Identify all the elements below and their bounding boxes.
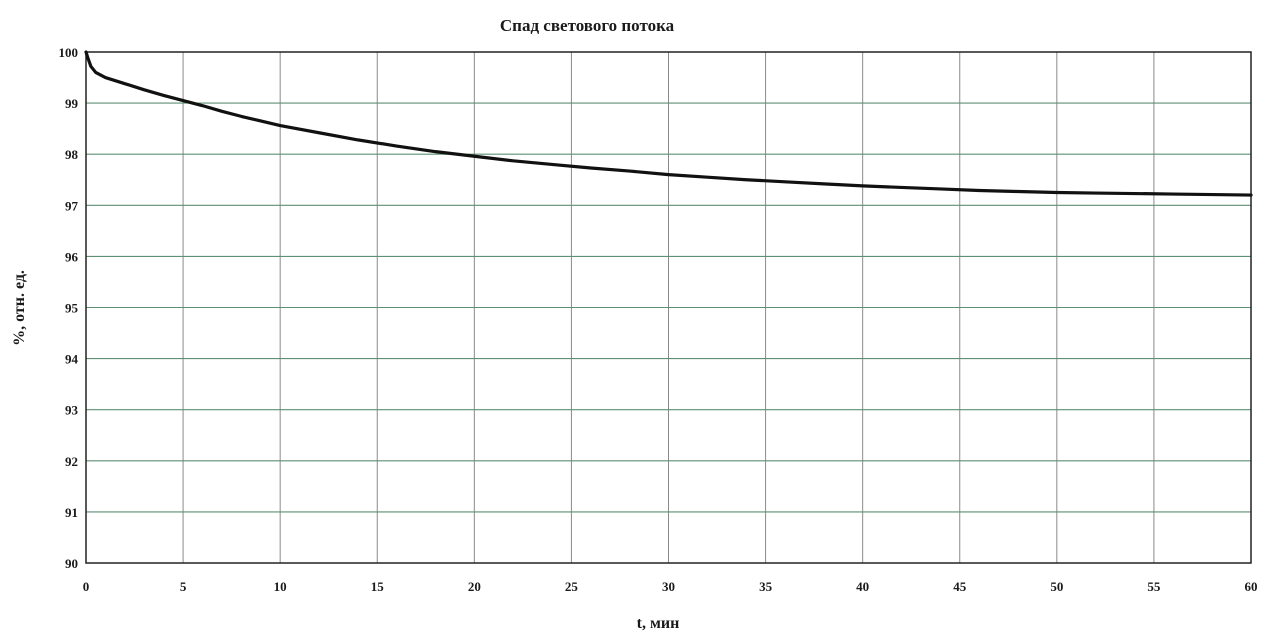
x-tick-label: 40 xyxy=(856,579,869,594)
grid-layer xyxy=(86,52,1251,563)
y-tick-label: 93 xyxy=(65,403,79,418)
x-tick-label: 10 xyxy=(274,579,287,594)
x-tick-label: 15 xyxy=(371,579,385,594)
plot-area xyxy=(85,51,1252,564)
chart-title: Спад светового потока xyxy=(500,16,675,35)
y-tick-label: 95 xyxy=(65,301,79,316)
series-layer xyxy=(84,50,1253,197)
x-tick-label: 5 xyxy=(180,579,187,594)
y-tick-label: 92 xyxy=(65,454,78,469)
x-tick-label: 30 xyxy=(662,579,675,594)
x-tick-label: 55 xyxy=(1147,579,1161,594)
x-tick-label: 60 xyxy=(1245,579,1258,594)
x-tick-label: 50 xyxy=(1050,579,1063,594)
x-tick-labels: 0 5 10 15 20 25 30 35 40 45 50 55 60 xyxy=(83,579,1258,594)
y-tick-label: 99 xyxy=(65,96,79,111)
y-tick-label: 97 xyxy=(65,198,79,213)
y-tick-label: 90 xyxy=(65,556,78,571)
x-tick-label: 25 xyxy=(565,579,579,594)
y-tick-labels: 90 91 92 93 94 95 96 97 98 99 100 xyxy=(59,45,79,571)
series-line-0 xyxy=(84,50,1253,197)
y-tick-label: 98 xyxy=(65,147,79,162)
x-tick-label: 20 xyxy=(468,579,481,594)
y-tick-label: 94 xyxy=(65,352,79,367)
x-tick-label: 45 xyxy=(953,579,967,594)
y-tick-label: 96 xyxy=(65,249,79,264)
x-axis-label: t, мин xyxy=(637,615,680,632)
y-tick-label: 100 xyxy=(59,45,79,60)
y-tick-label: 91 xyxy=(65,505,78,520)
y-axis-label: %, отн. ед. xyxy=(11,270,28,346)
x-tick-label: 35 xyxy=(759,579,773,594)
x-tick-label: 0 xyxy=(83,579,90,594)
